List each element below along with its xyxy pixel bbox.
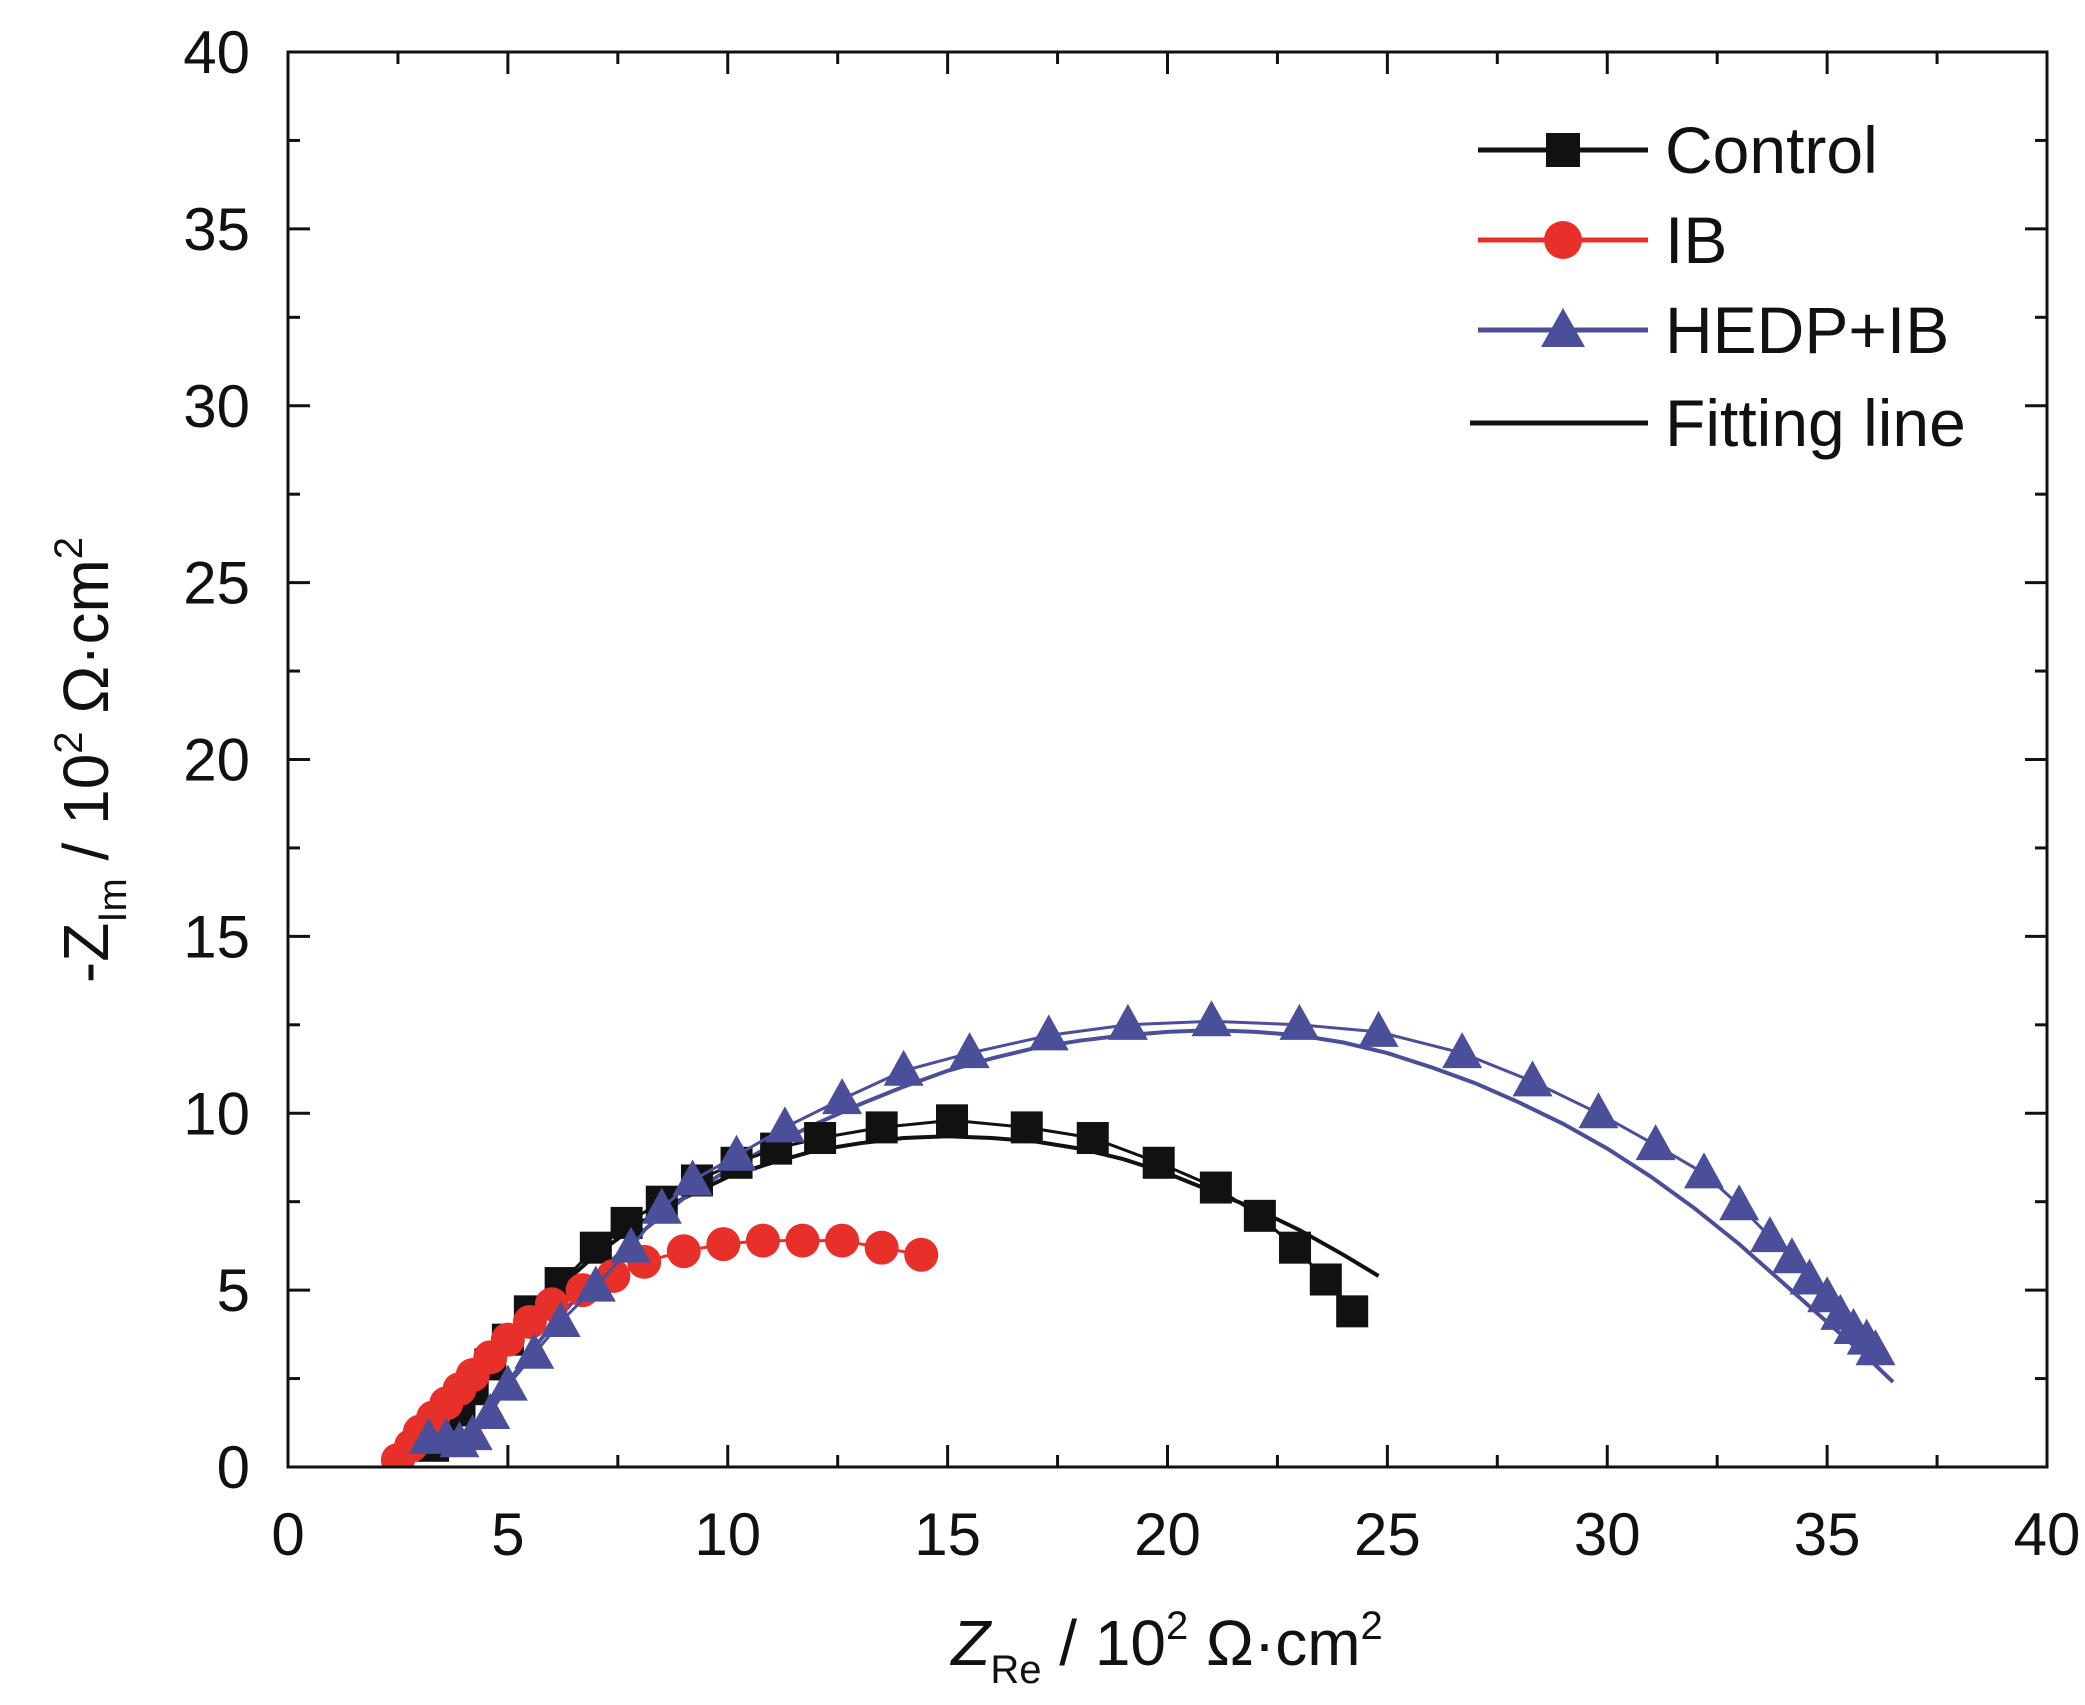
- data-point-control: [1076, 1122, 1109, 1155]
- data-point-control: [1309, 1263, 1342, 1296]
- data-point-control: [1243, 1199, 1276, 1232]
- data-point-hedp-ib: [949, 1032, 990, 1069]
- data-point-ib: [785, 1223, 820, 1258]
- y-tick-label: 0: [217, 1434, 250, 1501]
- data-point-ib: [864, 1230, 899, 1265]
- data-series: [380, 1000, 1896, 1467]
- x-tick-label: 35: [1794, 1501, 1861, 1568]
- data-point-hedp-ib: [1719, 1184, 1760, 1221]
- data-point-control: [1010, 1111, 1043, 1144]
- data-point-hedp-ib: [883, 1049, 924, 1086]
- x-tick-labels: 0 5 10 15 20 25 30 35 40: [271, 1501, 2080, 1568]
- data-point-hedp-ib: [540, 1300, 581, 1337]
- data-point-ib: [904, 1237, 939, 1272]
- y-tick-label: 30: [183, 373, 250, 440]
- data-point-hedp-ib: [764, 1106, 805, 1143]
- legend-marker-square: [1546, 133, 1580, 167]
- data-point-hedp-ib: [1358, 1010, 1399, 1047]
- data-point-hedp-ib: [1279, 1003, 1320, 1040]
- data-point-hedp-ib: [672, 1159, 713, 1196]
- data-point-ib: [666, 1234, 701, 1269]
- x-axis-title: ZRe / 102 Ω·cm2: [949, 1604, 1383, 1692]
- legend-item-fitting-line: Fitting line: [1470, 386, 1966, 460]
- data-point-hedp-ib: [1749, 1216, 1790, 1253]
- y-tick-label: 35: [183, 196, 250, 263]
- data-point-control: [936, 1104, 969, 1137]
- data-point-hedp-ib: [575, 1265, 616, 1302]
- y-tick-labels: 0 5 10 15 20 25 30 35 40: [183, 19, 250, 1501]
- data-point-hedp-ib: [716, 1134, 757, 1171]
- y-tick-label: 15: [183, 903, 250, 970]
- x-tick-label: 30: [1574, 1501, 1641, 1568]
- legend-label-fitting-line: Fitting line: [1665, 386, 1966, 460]
- series-hedp-ib: [408, 1000, 1896, 1458]
- data-point-ib: [745, 1223, 780, 1258]
- legend-label-control: Control: [1665, 113, 1878, 187]
- y-tick-label: 40: [183, 19, 250, 86]
- data-point-hedp-ib: [487, 1364, 528, 1401]
- data-point-hedp-ib: [1028, 1014, 1069, 1051]
- axis-ticks: [286, 50, 2049, 1469]
- y-tick-label: 5: [217, 1257, 250, 1324]
- data-point-hedp-ib: [452, 1414, 493, 1451]
- data-point-control: [1142, 1146, 1175, 1179]
- data-point-hedp-ib: [1771, 1237, 1812, 1274]
- data-point-ib: [825, 1223, 860, 1258]
- data-point-control: [610, 1206, 643, 1239]
- plot-frame: [286, 50, 2049, 1469]
- data-point-control: [1199, 1171, 1232, 1204]
- data-point-hedp-ib: [611, 1226, 652, 1263]
- x-tick-label: 10: [694, 1501, 761, 1568]
- data-point-hedp-ib: [1789, 1258, 1830, 1295]
- data-point-control: [579, 1231, 612, 1264]
- legend-item-control: Control: [1478, 113, 1878, 187]
- series-line-hedp-ib: [428, 1019, 1877, 1444]
- series-ib: [380, 1223, 939, 1467]
- y-tick-label: 25: [183, 550, 250, 617]
- data-point-hedp-ib: [1683, 1152, 1724, 1189]
- data-point-control: [1336, 1295, 1369, 1328]
- x-tick-label: 25: [1354, 1501, 1421, 1568]
- legend-marker-circle: [1544, 221, 1582, 259]
- data-point-hedp-ib: [514, 1332, 555, 1369]
- data-point-hedp-ib: [470, 1392, 511, 1429]
- legend-label-ib: IB: [1665, 203, 1727, 277]
- series-control: [417, 1104, 1369, 1462]
- x-tick-label: 0: [271, 1501, 304, 1568]
- legend-label-hedp-ib: HEDP+IB: [1665, 293, 1949, 367]
- data-point-ib: [706, 1227, 741, 1262]
- data-point-hedp-ib: [1107, 1003, 1148, 1040]
- data-point-hedp-ib: [641, 1187, 682, 1224]
- data-point-control: [865, 1111, 898, 1144]
- data-point-hedp-ib: [1578, 1092, 1619, 1129]
- data-point-hedp-ib: [1442, 1032, 1483, 1069]
- y-tick-label: 20: [183, 727, 250, 794]
- data-point-hedp-ib: [822, 1078, 863, 1115]
- y-axis-title: -ZIm / 102 Ω·cm2: [47, 537, 135, 983]
- y-tick-label: 10: [183, 1080, 250, 1147]
- data-point-control: [804, 1122, 837, 1155]
- data-point-control: [1279, 1231, 1312, 1264]
- legend-marker-triangle: [1541, 308, 1585, 347]
- legend-item-ib: IB: [1478, 203, 1727, 277]
- x-tick-label: 5: [491, 1501, 524, 1568]
- data-point-hedp-ib: [1635, 1124, 1676, 1161]
- data-point-hedp-ib: [1512, 1060, 1553, 1097]
- legend: Control IB HEDP+IB Fitting line: [1470, 113, 1966, 460]
- data-point-hedp-ib: [1191, 1000, 1232, 1037]
- x-tick-label: 40: [2014, 1501, 2081, 1568]
- x-tick-label: 20: [1134, 1501, 1201, 1568]
- x-tick-label: 15: [914, 1501, 981, 1568]
- fitting-line-hedp-ib: [475, 1028, 1895, 1433]
- data-point-hedp-ib: [1855, 1329, 1896, 1366]
- legend-item-hedp-ib: HEDP+IB: [1478, 293, 1949, 367]
